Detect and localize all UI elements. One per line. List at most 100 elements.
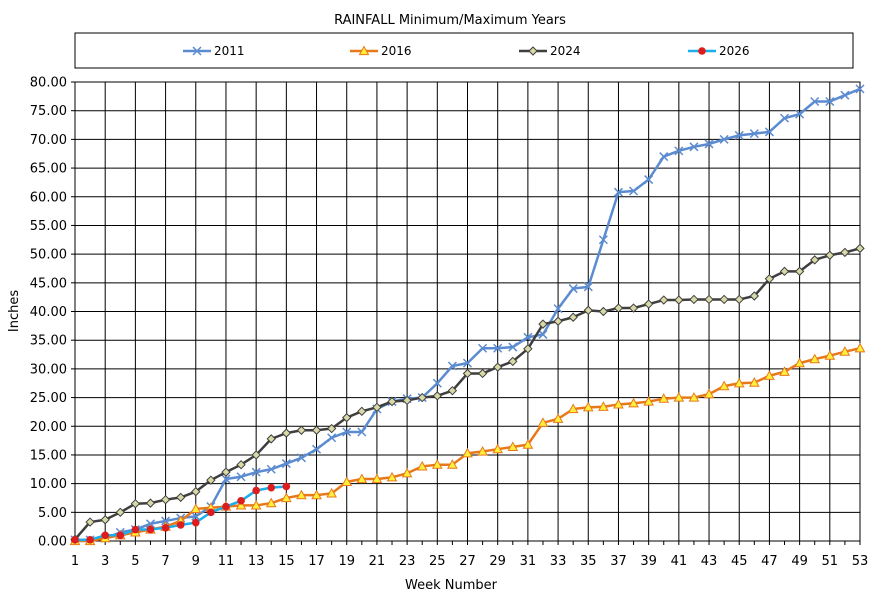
data-point-2016	[748, 377, 760, 387]
data-point-2011	[644, 175, 654, 185]
data-point-2024	[538, 319, 548, 329]
x-tick-label: 43	[701, 554, 718, 569]
data-point-2026	[252, 486, 260, 495]
x-tick-label: 33	[550, 554, 567, 569]
chart-title: RAINFALL Minimum/Maximum Years	[334, 13, 566, 28]
marker-stroke	[508, 342, 518, 352]
data-point-2016	[824, 350, 836, 360]
marker-stroke	[598, 235, 608, 245]
data-point-2011	[840, 90, 850, 100]
data-point-2011	[538, 329, 548, 339]
data-point-2011	[327, 433, 337, 443]
x-tick-label: 7	[161, 554, 169, 569]
marker-stroke	[161, 516, 171, 526]
y-tick-label: 25.00	[30, 391, 67, 406]
data-point-2026	[176, 521, 185, 529]
marker-stroke	[568, 284, 578, 294]
data-point-2024	[598, 306, 609, 317]
marker-stroke	[855, 84, 865, 94]
data-point-legend-2016	[358, 45, 370, 56]
data-point-2024	[296, 425, 307, 435]
data-point-2026	[237, 497, 245, 505]
data-point-2024	[794, 266, 805, 277]
data-point-2011	[161, 516, 171, 526]
marker-stroke	[764, 127, 774, 137]
x-tick-label: 19	[338, 554, 355, 569]
data-point-2024	[719, 294, 729, 305]
data-point-2024	[779, 266, 790, 277]
marker-stroke	[674, 146, 684, 156]
data-point-2016	[658, 393, 670, 403]
data-point-2024	[387, 396, 397, 407]
series-2024	[70, 243, 865, 544]
marker-stroke	[538, 329, 548, 339]
data-point-2016	[462, 447, 473, 458]
data-point-2024	[145, 498, 156, 508]
legend-label: 2016	[381, 44, 412, 58]
data-point-2016	[401, 467, 413, 478]
data-point-2016	[779, 366, 790, 376]
x-tick-label: 47	[761, 554, 778, 569]
data-point-2011	[779, 113, 790, 123]
legend-item-2011: 2011	[183, 44, 245, 58]
x-tick-label: 51	[822, 554, 839, 569]
data-point-2024	[357, 406, 367, 417]
x-tick-label: 17	[308, 554, 325, 569]
data-point-2011	[508, 342, 518, 352]
data-point-2024	[191, 486, 201, 497]
data-point-2016	[447, 459, 458, 469]
x-tick-label: 31	[520, 554, 537, 569]
data-point-2016	[371, 473, 383, 484]
marker-stroke	[795, 109, 805, 119]
legend-label: 2024	[550, 44, 581, 58]
marker-stroke	[296, 453, 306, 463]
x-tick-label: 29	[489, 554, 506, 569]
data-point-2011	[749, 129, 759, 139]
marker-stroke	[719, 134, 729, 144]
x-tick-label: 49	[791, 554, 808, 569]
data-point-2016	[431, 459, 443, 469]
data-point-2026	[131, 525, 140, 534]
data-point-2024	[734, 294, 744, 305]
data-point-2024	[206, 475, 216, 485]
data-point-2016	[613, 398, 624, 409]
marker-stroke	[251, 467, 261, 477]
marker-stroke	[432, 378, 442, 388]
data-point-2026	[282, 482, 291, 491]
data-point-2024	[825, 250, 835, 260]
data-point-2011	[704, 139, 714, 149]
data-point-2011	[583, 282, 593, 292]
y-tick-label: 70.00	[30, 133, 67, 148]
data-point-2011	[281, 459, 291, 469]
data-point-2016	[522, 439, 534, 449]
data-point-2011	[357, 427, 367, 437]
axes: 1 3 5 7 9 11 13 15 17 19 21 23 25 27 29 31 33 35 37 39 41 43 4…	[30, 76, 868, 570]
data-point-2016	[673, 392, 685, 402]
data-point-2024	[462, 368, 473, 379]
data-point-2024	[840, 247, 850, 258]
marker-stroke	[613, 187, 623, 197]
data-point-2024	[855, 243, 865, 254]
data-point-2011	[312, 444, 322, 454]
data-point-2011	[598, 235, 608, 245]
data-point-2024	[568, 312, 578, 322]
data-point-2024	[477, 368, 488, 379]
data-point-2024	[236, 459, 246, 470]
data-point-2026	[161, 524, 170, 532]
marker-stroke	[493, 343, 503, 353]
marker-stroke	[192, 46, 202, 56]
data-point-2011	[764, 127, 774, 137]
data-point-2016	[643, 396, 655, 406]
data-point-2011	[568, 284, 578, 294]
series-2016	[69, 342, 866, 546]
data-point-2011	[145, 519, 156, 529]
data-point-2011	[613, 187, 623, 197]
data-point-2024	[583, 305, 593, 316]
marker-stroke	[583, 282, 593, 292]
data-point-2016	[567, 403, 579, 414]
y-tick-label: 5.00	[38, 506, 67, 521]
data-point-2016	[341, 476, 353, 487]
data-point-2016	[839, 346, 851, 356]
marker-stroke	[327, 433, 337, 443]
